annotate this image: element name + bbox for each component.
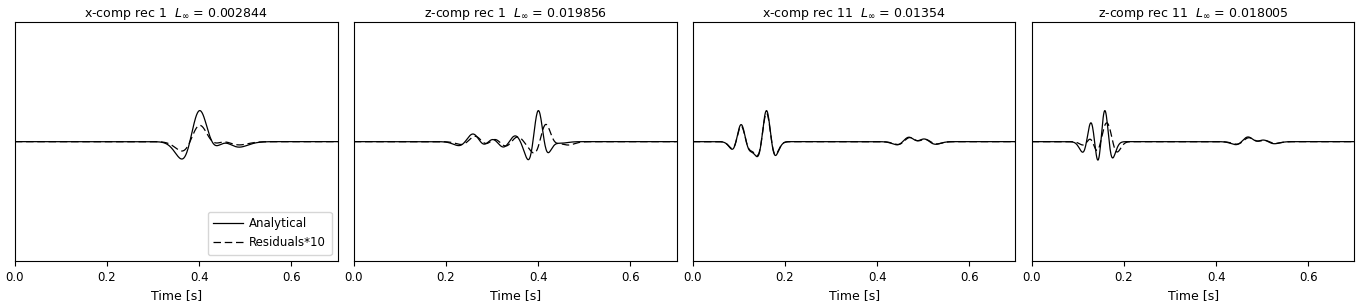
X-axis label: Time [s]: Time [s]: [1167, 290, 1219, 302]
X-axis label: Time [s]: Time [s]: [828, 290, 880, 302]
Title: z-comp rec 11  $L_{\infty}$ = 0.018005: z-comp rec 11 $L_{\infty}$ = 0.018005: [1098, 6, 1288, 22]
Title: z-comp rec 1  $L_{\infty}$ = 0.019856: z-comp rec 1 $L_{\infty}$ = 0.019856: [423, 6, 607, 22]
X-axis label: Time [s]: Time [s]: [490, 290, 541, 302]
X-axis label: Time [s]: Time [s]: [151, 290, 201, 302]
Legend: Analytical, Residuals*10: Analytical, Residuals*10: [208, 212, 332, 255]
Title: x-comp rec 11  $L_{\infty}$ = 0.01354: x-comp rec 11 $L_{\infty}$ = 0.01354: [762, 6, 947, 22]
Title: x-comp rec 1  $L_{\infty}$ = 0.002844: x-comp rec 1 $L_{\infty}$ = 0.002844: [84, 6, 268, 22]
